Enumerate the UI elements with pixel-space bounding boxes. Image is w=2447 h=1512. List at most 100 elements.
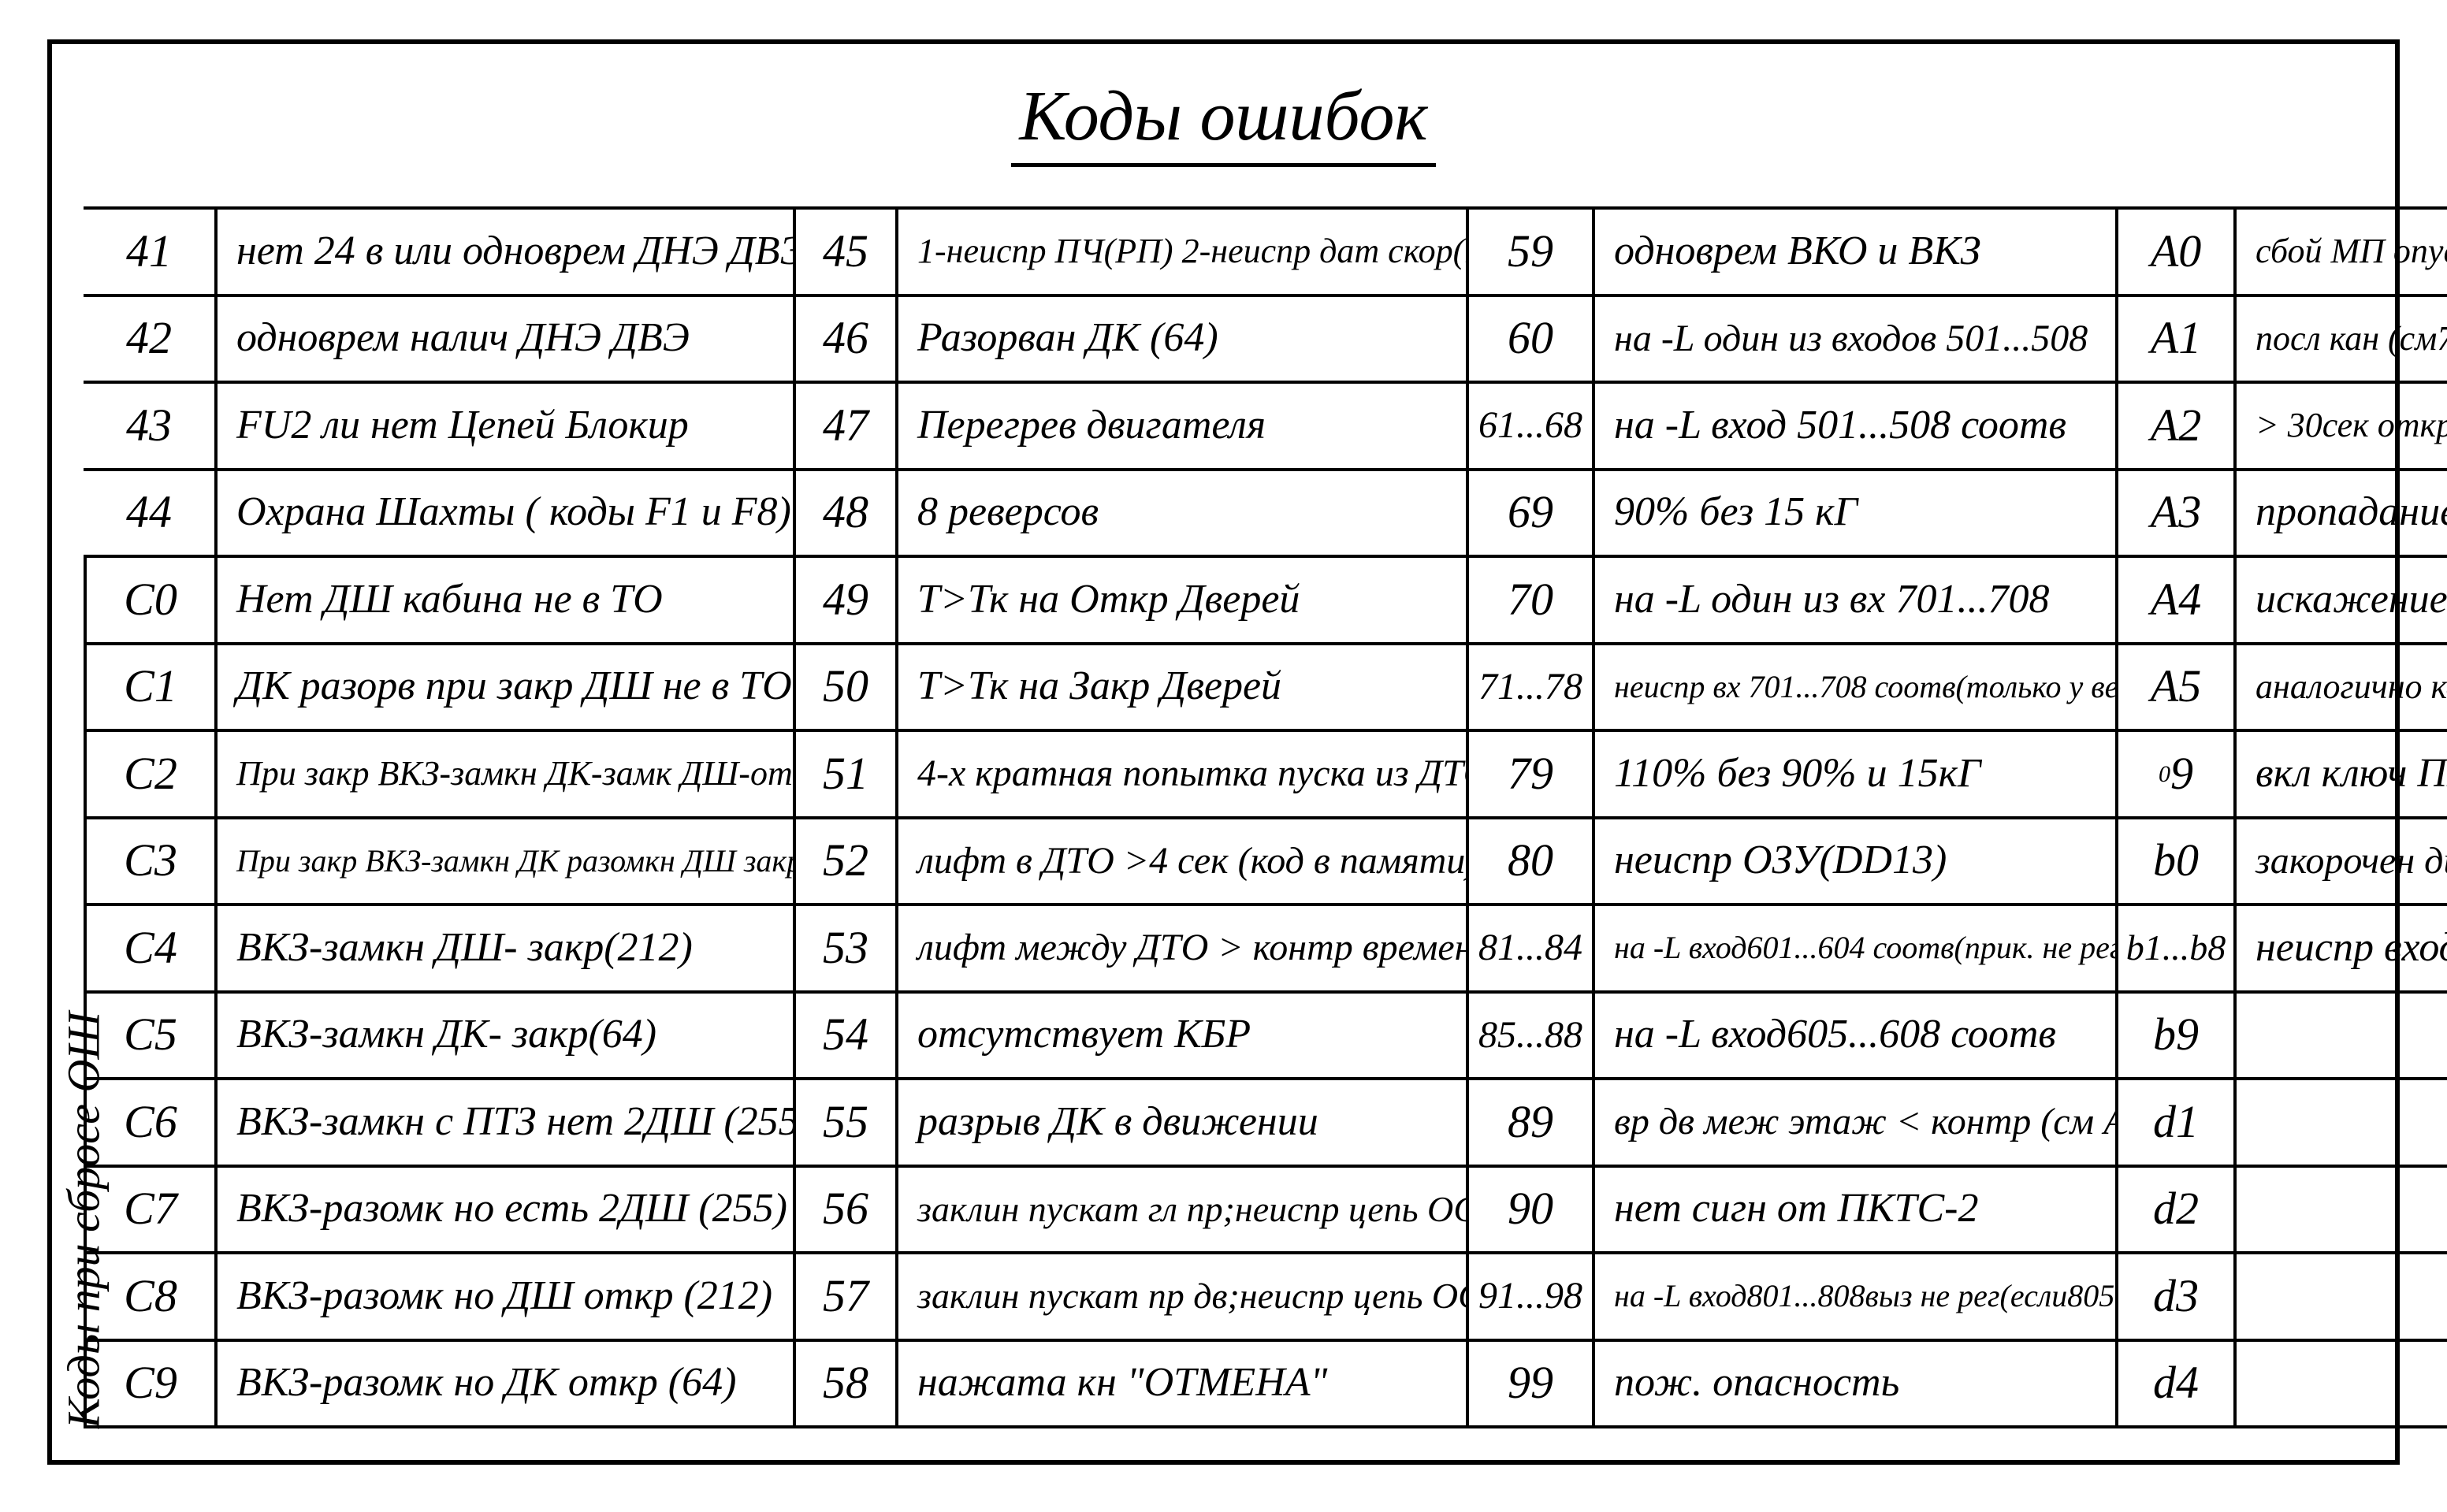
error-code: 54 [796,990,895,1078]
error-description: искажение посылок в ПК [2237,555,2447,642]
error-description: неиспр вх 701...708 соотв(только у вед) [1595,642,2115,730]
error-code: 90 [1469,1165,1592,1252]
error-code: 70 [1469,555,1592,642]
error-code: 56 [796,1165,895,1252]
column-pair-3: 596061...68697071...78798081...8485...88… [1469,206,2118,1428]
error-code: 53 [796,903,895,990]
error-description: заклин пускат пр дв;неиспр цепь ОС [898,1251,1466,1339]
error-code: d3 [2118,1251,2233,1339]
error-description: 1-неиспр ПЧ(РП) 2-неиспр дат скор(неРП) [898,206,1466,294]
error-description: > 30сек откр ДШ( рев,100%,кн<->) [2237,381,2447,468]
error-description: вкл ключ ППП без реж ПО [2237,729,2447,816]
error-description [2237,990,2447,1078]
error-description: ВКЗ-разомк но есть 2ДШ (255) [218,1165,793,1252]
error-description: пропадание повылок в ПК [2237,468,2447,555]
error-code: 46 [796,294,895,381]
error-description [2237,1077,2447,1165]
descriptions-column: одноврем ВКО и ВКЗна -L один из входов 5… [1595,206,2115,1428]
error-description: закорочен диод в матрице М0 [2237,816,2447,904]
error-description: нажата кн "ОТМЕНА" [898,1339,1466,1429]
error-code: 69 [1469,468,1592,555]
error-description: неиспр ОЗУ(DD13) [1595,816,2115,904]
codes-column: 596061...68697071...78798081...8485...88… [1469,206,1595,1428]
error-description: ВКЗ-замкн ДК- закр(64) [218,990,793,1078]
error-description: на -L один из входов 501...508 [1595,294,2115,381]
error-description: неиспр вход 601...608 соотв [2237,903,2447,990]
error-code: b9 [2118,990,2233,1078]
error-description: 90% без 15 кГ [1595,468,2115,555]
error-code: С4 [84,903,214,990]
column-pair-4: A0A1A2A3A4A509b0b1...b8b9d1d2d3d4сбой МП… [2118,206,2447,1428]
error-code: 50 [796,642,895,730]
error-code: 41 [84,206,214,294]
error-description: 8 реверсов [898,468,1466,555]
error-code: A2 [2118,381,2233,468]
error-description: ВКЗ-замкн с ПТЗ нет 2ДШ (255) [218,1077,793,1165]
error-code: A3 [2118,468,2233,555]
error-code: d1 [2118,1077,2233,1165]
side-label: Коды при сбросе ОШ [58,1012,110,1428]
error-description: разрыв ДК в движении [898,1077,1466,1165]
error-code: A0 [2118,206,2233,294]
error-code: С3 [84,816,214,904]
error-description: нет 24 в или одноврем ДНЭ ДВЭ [218,206,793,294]
error-description: ВКЗ-разомк но ДШ откр (212) [218,1251,793,1339]
title-wrap: Коды ошибок [52,44,2395,206]
error-description: лифт в ДТО >4 сек (код в памяти) [898,816,1466,904]
error-description: 4-х кратная попытка пуска из ДТО [898,729,1466,816]
error-code: b1...b8 [2118,903,2233,990]
error-code: b0 [2118,816,2233,904]
error-code: 55 [796,1077,895,1165]
error-description: посл кан (см701...708,900) на 1 эт [2237,294,2447,381]
error-code: 44 [84,468,214,555]
error-description: Охрана Шахты ( коды F1 и F8) [218,468,793,555]
error-code: 99 [1469,1339,1592,1429]
error-description: аналогично колу59 для ВКО" и ВКЗ" [2237,642,2447,730]
error-code: d2 [2118,1165,2233,1252]
error-code: 49 [796,555,895,642]
error-description: на -L вход605...608 соотв [1595,990,2115,1078]
error-code: 47 [796,381,895,468]
error-description: одноврем налич ДНЭ ДВЭ [218,294,793,381]
error-code: A1 [2118,294,2233,381]
error-code: 85...88 [1469,990,1592,1078]
error-description: ВКЗ-замкн ДШ- закр(212) [218,903,793,990]
error-description: нет сигн от ПКТС-2 [1595,1165,2115,1252]
error-description: FU2 ли нет Цепей Блокир [218,381,793,468]
descriptions-column: нет 24 в или одноврем ДНЭ ДВЭодноврем на… [218,206,793,1428]
column-pair-1: 41424344С0С1С2С3С4С5С6С7С8С9нет 24 в или… [84,206,796,1428]
error-code: 51 [796,729,895,816]
error-description: пож. опасность [1595,1339,2115,1429]
error-code: 60 [1469,294,1592,381]
error-code: 91...98 [1469,1251,1592,1339]
column-pair-2: 45464748495051525354555657581-неиспр ПЧ(… [796,206,1469,1428]
page: Коды ошибок Коды при сбросе ОШ 41424344С… [0,0,2447,1512]
error-description: Разорван ДК (64) [898,294,1466,381]
error-description: одноврем ВКО и ВКЗ [1595,206,2115,294]
error-code: 61...68 [1469,381,1592,468]
error-description: на -L вход801...808выз не рег(если805 на… [1595,1251,2115,1339]
error-code: A4 [2118,555,2233,642]
error-code: 57 [796,1251,895,1339]
error-code: С1 [84,642,214,730]
error-description: заклин пускат гл пр;неиспр цепь ОС [898,1165,1466,1252]
codes-column: A0A1A2A3A4A509b0b1...b8b9d1d2d3d4 [2118,206,2237,1428]
codes-column: 4546474849505152535455565758 [796,206,898,1428]
descriptions-column: сбой МП опуск на 1 эт для корр мппосл ка… [2237,206,2447,1428]
descriptions-column: 1-неиспр ПЧ(РП) 2-неиспр дат скор(неРП)Р… [898,206,1466,1428]
error-code: 81...84 [1469,903,1592,990]
error-description: ВКЗ-разомк но ДК откр (64) [218,1339,793,1429]
error-description: Перегрев двигателя [898,381,1466,468]
error-description [2237,1165,2447,1252]
error-code: 42 [84,294,214,381]
error-code: 45 [796,206,895,294]
error-description: на -L вход601...604 соотв(прик. не рег) [1595,903,2115,990]
error-code: С0 [84,555,214,642]
page-title: Коды ошибок [1011,76,1435,167]
error-description: на -L один из вх 701...708 [1595,555,2115,642]
error-description: отсутствует КБР [898,990,1466,1078]
error-code: 89 [1469,1077,1592,1165]
error-codes-grid: 41424344С0С1С2С3С4С5С6С7С8С9нет 24 в или… [84,206,2447,1428]
error-description: 110% без 90% и 15кГ [1595,729,2115,816]
error-code: 52 [796,816,895,904]
